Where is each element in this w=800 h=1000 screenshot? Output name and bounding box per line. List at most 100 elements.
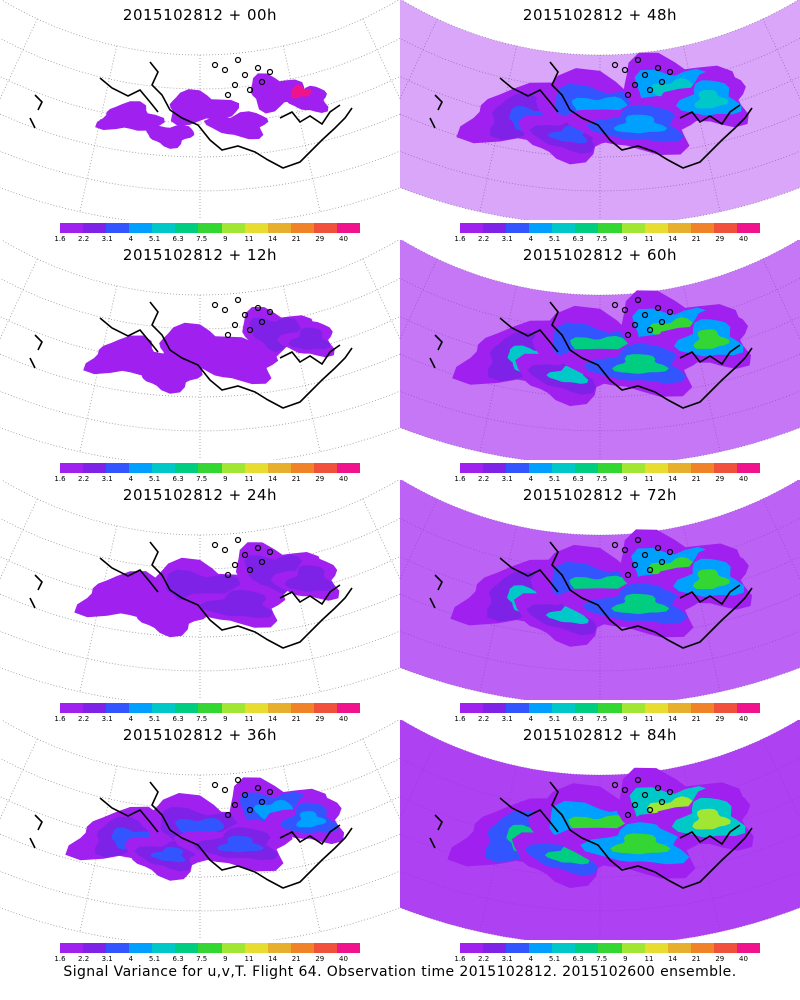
colorbar-tick-label: 3.1: [501, 715, 513, 723]
colorbar-tick-label: 6.3: [172, 715, 184, 723]
colorbar-swatch: [152, 223, 176, 233]
latitude-gridline: [1, 240, 399, 296]
island-outline: [646, 806, 654, 814]
map-panel: 2015102812 + 72h 1.6 2.2 3.1 4 5.1 6.3 7.5 9 11 14…: [400, 480, 800, 725]
polar-map: [400, 720, 800, 940]
colorbar-swatch: [221, 703, 245, 713]
island-outline: [666, 548, 674, 556]
colorbar-tick-label: 1.6: [54, 955, 66, 963]
colorbar-tick-label: 5.1: [548, 715, 561, 723]
colorbar-swatch: [336, 943, 361, 953]
island-outline: [646, 566, 654, 574]
colorbar-swatch: [621, 223, 645, 233]
colorbar-swatch: [175, 943, 199, 953]
colorbar-swatch: [244, 463, 268, 473]
colorbar-tick-label: 4: [128, 715, 134, 723]
variance-contour: [285, 85, 329, 113]
colorbar-tick-label: 11: [244, 715, 254, 723]
colorbar-swatch: [336, 223, 361, 233]
island-outline: [224, 571, 232, 579]
colorbar-swatch: [198, 223, 222, 233]
coastline: [499, 317, 559, 353]
latitude-gridline: [0, 517, 400, 570]
colorbar-swatch: [129, 703, 153, 713]
polar-map: [0, 0, 400, 220]
variance-hotspot: [290, 84, 312, 99]
colorbar-swatch: [598, 223, 622, 233]
colorbar-tick-label: 6.3: [572, 955, 584, 963]
variance-contour: [694, 89, 729, 109]
colorbar-tick-label: 29: [315, 955, 325, 963]
colorbar-swatch: [175, 223, 199, 233]
colorbar-swatch: [483, 703, 507, 713]
meridian-gridline: [362, 18, 400, 100]
island-outline: [246, 566, 254, 574]
meridian-gridline: [0, 498, 38, 580]
variance-contour: [249, 317, 301, 353]
meridian-gridline: [682, 45, 721, 212]
colorbar-tick-label: 1.6: [54, 475, 66, 483]
colorbar-swatch: [313, 703, 337, 713]
map-panel: 2015102812 + 36h 1.6 2.2 3.1 4 5.1 6.3 7.5 9 11 14…: [0, 720, 400, 965]
colorbar-tick-label: 5.1: [548, 235, 561, 243]
coastline: [679, 584, 741, 606]
island-outline: [211, 781, 219, 789]
colorbar-tick-label: 29: [315, 715, 325, 723]
colorbar-tick-label: 5.1: [148, 475, 161, 483]
island-outline: [234, 536, 242, 544]
island-outline: [241, 791, 249, 799]
colorbar-tick-label: 2.2: [78, 715, 90, 723]
colorbar-tick-label: 40: [339, 235, 348, 243]
coastline: [279, 824, 341, 846]
colorbar-swatch: [83, 943, 107, 953]
colorbar-swatch: [244, 223, 268, 233]
colorbar-tick-label: 14: [268, 235, 278, 243]
island-outline: [624, 331, 632, 339]
colorbar-tick-label: 21: [691, 475, 701, 483]
colorbar-swatch: [198, 703, 222, 713]
meridian-gridline: [79, 45, 118, 212]
coastline: [99, 557, 159, 593]
colorbar-swatch: [529, 703, 553, 713]
island-outline: [646, 326, 654, 334]
colorbar-tick-label: 21: [291, 955, 301, 963]
colorbar-swatch: [713, 943, 737, 953]
island-outline: [258, 318, 266, 326]
colorbar-swatch: [60, 703, 84, 713]
colorbar-swatch: [667, 703, 691, 713]
island-outline: [234, 296, 242, 304]
colorbar-swatch: [83, 463, 107, 473]
colorbar-swatch: [290, 703, 314, 713]
colorbar-swatch: [621, 703, 645, 713]
colorbar-swatch: [690, 223, 714, 233]
colorbar-swatch: [552, 463, 576, 473]
island-outline: [254, 64, 262, 72]
map-panel: 2015102812 + 48h 1.6 2.2 3.1 4 5.1 6.3 7.5 9 11 14…: [400, 0, 800, 245]
colorbar-swatch: [198, 943, 222, 953]
colorbar-swatch: [644, 703, 668, 713]
colorbar-tick-label: 2.2: [78, 235, 90, 243]
colorbar-tick-label: 6.3: [172, 475, 184, 483]
colorbar-swatch: [736, 223, 761, 233]
coastline: [499, 797, 559, 833]
island-outline: [246, 86, 254, 94]
colorbar-tick-label: 4: [528, 715, 534, 723]
island-outline: [254, 544, 262, 552]
panel-title: 2015102812 + 12h: [122, 246, 278, 264]
colorbar-tick-label: 5.1: [148, 235, 161, 243]
colorbar-swatch: [690, 463, 714, 473]
colorbar-tick-label: 14: [668, 955, 678, 963]
colorbar-swatch: [244, 943, 268, 953]
colorbar-tick-label: 11: [644, 715, 654, 723]
meridian-gridline: [362, 258, 400, 340]
island-outline: [634, 536, 642, 544]
colorbar-tick-label: 7.5: [596, 475, 608, 483]
colorbar-tick-label: 1.6: [454, 955, 466, 963]
colorbar-tick-label: 5.1: [548, 475, 561, 483]
colorbar-tick-label: 4: [128, 235, 134, 243]
colorbar-tick-label: 9: [223, 235, 228, 243]
colorbar-tick-label: 7.5: [596, 715, 608, 723]
colorbar-swatch: [621, 463, 645, 473]
colorbar-swatch: [736, 463, 761, 473]
island-outline: [631, 561, 639, 569]
